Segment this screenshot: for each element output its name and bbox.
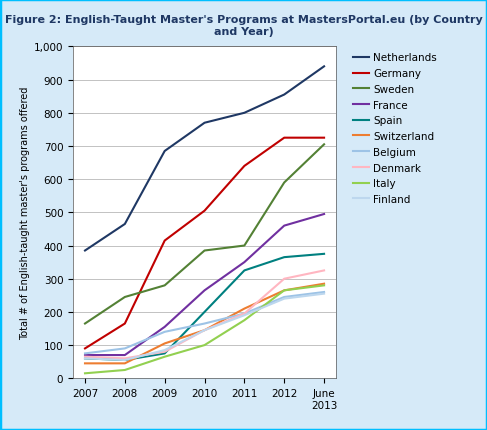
Text: Figure 2: English-Taught Master's Programs at MastersPortal.eu (by Country and Y: Figure 2: English-Taught Master's Progra… xyxy=(4,15,483,37)
Y-axis label: Total # of English-taught master's programs offered: Total # of English-taught master's progr… xyxy=(19,86,30,339)
Legend: Netherlands, Germany, Sweden, France, Spain, Switzerland, Belgium, Denmark, Ital: Netherlands, Germany, Sweden, France, Sp… xyxy=(349,49,441,209)
